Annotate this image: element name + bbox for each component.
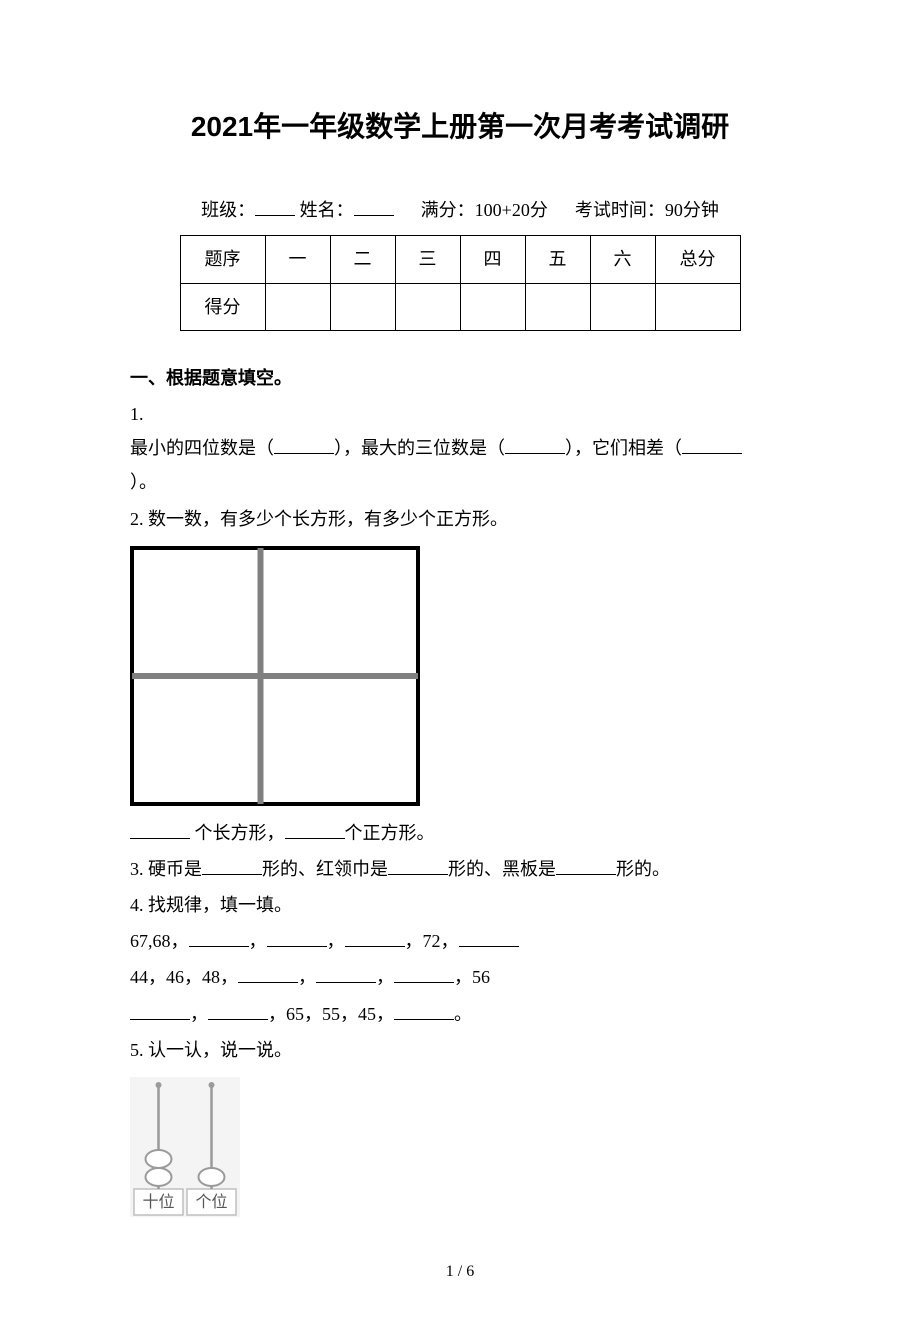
th-1: 一 xyxy=(265,236,330,283)
th-2: 二 xyxy=(330,236,395,283)
td-empty xyxy=(265,283,330,330)
q2-answer: 个长方形， 个正方形。 xyxy=(130,816,790,850)
table-row: 得分 xyxy=(180,283,740,330)
q4l2c: ， xyxy=(376,967,394,987)
meta-line: 班级： 姓名： 满分：100+20分 考试时间：90分钟 xyxy=(130,193,790,227)
score-table: 题序 一 二 三 四 五 六 总分 得分 xyxy=(180,235,741,330)
blank xyxy=(208,1001,268,1020)
q1-a: 最小的四位数是（ xyxy=(130,438,274,458)
q4l2a: 44，46，48， xyxy=(130,967,238,987)
time-value: 90分钟 xyxy=(665,200,719,220)
svg-text:十位: 十位 xyxy=(142,1193,174,1211)
td-empty xyxy=(525,283,590,330)
blank xyxy=(238,964,298,983)
exam-page: 2021年一年级数学上册第一次月考考试调研 班级： 姓名： 满分：100+20分… xyxy=(0,0,920,1327)
q5: 5. 认一认，说一说。 xyxy=(130,1033,790,1067)
q3-c: 形的、黑板是 xyxy=(448,859,556,879)
name-blank xyxy=(354,197,394,216)
table-row: 题序 一 二 三 四 五 六 总分 xyxy=(180,236,740,283)
blank xyxy=(130,1001,190,1020)
q4l1a: 67,68， xyxy=(130,931,189,951)
blank xyxy=(505,435,565,454)
q4l3b: ，65，55，45， xyxy=(268,1004,394,1024)
td-empty xyxy=(395,283,460,330)
abacus-icon: 十位 个位 xyxy=(130,1077,240,1217)
section-1-title: 一、根据题意填空。 xyxy=(130,361,790,395)
q4l3a: ， xyxy=(190,1004,208,1024)
blank xyxy=(388,856,448,875)
q2-ans-b: 个正方形。 xyxy=(345,823,435,843)
blank xyxy=(130,820,190,839)
q3-b: 形的、红领巾是 xyxy=(262,859,388,879)
th-total: 总分 xyxy=(655,236,740,283)
q4l1d: ，72， xyxy=(405,931,459,951)
blank xyxy=(316,964,376,983)
fullscore-value: 100+20分 xyxy=(475,200,548,220)
q4l1c: ， xyxy=(327,931,345,951)
q4-title: 4. 找规律，填一填。 xyxy=(130,888,790,922)
q1-d: ）。 xyxy=(130,472,157,492)
page-footer: 1 / 6 xyxy=(130,1257,790,1287)
class-blank xyxy=(255,197,295,216)
q4l2b: ， xyxy=(298,967,316,987)
blank xyxy=(267,928,327,947)
q1-c: ），它们相差（ xyxy=(565,438,682,458)
page-title: 2021年一年级数学上册第一次月考考试调研 xyxy=(130,100,790,153)
q2-text: 2. 数一数，有多少个长方形，有多少个正方形。 xyxy=(130,509,508,529)
th-5: 五 xyxy=(525,236,590,283)
q4-line1: 67,68， ， ， ，72， xyxy=(130,924,790,958)
blank xyxy=(394,1001,454,1020)
q4-line2: 44，46，48， ， ， ，56 xyxy=(130,960,790,994)
q1: 1. 最小的四位数是（ ），最大的三位数是（ ），它们相差（ ）。 xyxy=(130,397,790,500)
q1-num: 1. xyxy=(130,404,144,424)
td-score-label: 得分 xyxy=(180,283,265,330)
fullscore-label: 满分： xyxy=(421,200,475,220)
td-empty xyxy=(460,283,525,330)
q2: 2. 数一数，有多少个长方形，有多少个正方形。 xyxy=(130,502,790,536)
q3: 3. 硬币是 形的、红领巾是 形的、黑板是 形的。 xyxy=(130,852,790,886)
q3-d: 形的。 xyxy=(616,859,670,879)
th-4: 四 xyxy=(460,236,525,283)
blank xyxy=(459,928,519,947)
td-empty xyxy=(590,283,655,330)
q3-a: 3. 硬币是 xyxy=(130,859,202,879)
blank xyxy=(345,928,405,947)
th-seq: 题序 xyxy=(180,236,265,283)
q2-ans-a: 个长方形， xyxy=(190,823,285,843)
abacus-diagram: 十位 个位 xyxy=(130,1077,790,1217)
q4l3c: 。 xyxy=(454,1004,472,1024)
time-label: 考试时间： xyxy=(575,200,665,220)
name-label: 姓名： xyxy=(300,200,354,220)
blank xyxy=(682,435,742,454)
svg-text:个位: 个位 xyxy=(195,1193,227,1211)
q4l2d: ，56 xyxy=(454,967,490,987)
th-6: 六 xyxy=(590,236,655,283)
blank xyxy=(274,435,334,454)
class-label: 班级： xyxy=(201,200,255,220)
td-empty xyxy=(655,283,740,330)
blank xyxy=(556,856,616,875)
blank xyxy=(202,856,262,875)
th-3: 三 xyxy=(395,236,460,283)
q1-b: ），最大的三位数是（ xyxy=(334,438,505,458)
shapes-diagram xyxy=(130,546,790,806)
q4-line3: ， ，65，55，45， 。 xyxy=(130,997,790,1031)
blank xyxy=(394,964,454,983)
blank xyxy=(189,928,249,947)
blank xyxy=(285,820,345,839)
td-empty xyxy=(330,283,395,330)
rectangles-figure-icon xyxy=(130,546,420,806)
q4l1b: ， xyxy=(249,931,267,951)
